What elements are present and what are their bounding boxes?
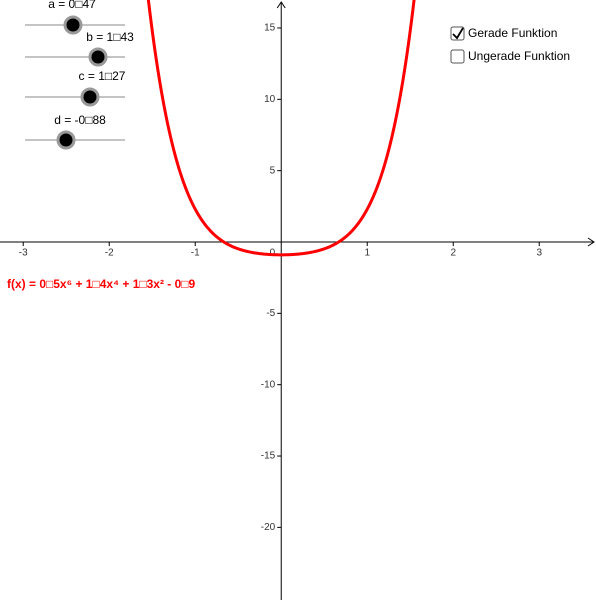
- checkbox[interactable]: [450, 49, 465, 64]
- x-tick-label: 2: [450, 248, 456, 259]
- checkboxes: Gerade Funktion Ungerade Funktion: [450, 26, 570, 64]
- y-tick-label: -10: [261, 379, 276, 390]
- x-tick-label: -3: [19, 248, 28, 259]
- y-tick-label: -20: [261, 522, 276, 533]
- y-tick-label: -15: [261, 451, 276, 462]
- checkbox-label[interactable]: Gerade Funktion: [468, 26, 557, 40]
- sliders: a = 0□47 b = 1□43 c = 1□27 d = -0□88: [25, 0, 134, 150]
- function-curve: [146, 0, 416, 257]
- slider-label: a = 0□47: [48, 0, 96, 11]
- y-tick-label: 10: [264, 94, 276, 105]
- x-axis-arrow: [587, 237, 595, 247]
- origin-label: 0: [270, 248, 276, 259]
- slider-knob[interactable]: [56, 130, 76, 150]
- y-tick-label: 5: [270, 165, 276, 176]
- slider-knob[interactable]: [88, 47, 108, 67]
- slider-label: d = -0□88: [54, 113, 106, 127]
- slider-knob[interactable]: [63, 15, 83, 35]
- checkmark: [452, 27, 464, 40]
- checkbox-label[interactable]: Ungerade Funktion: [468, 49, 570, 63]
- y-tick-label: -5: [266, 308, 275, 319]
- y-tick-label: 15: [264, 23, 276, 34]
- x-tick-label: 1: [364, 248, 370, 259]
- function-label: f(x) = 0□5x⁶ + 1□4x⁴ + 1□3x² - 0□9: [7, 277, 196, 291]
- x-tick-label: -2: [105, 248, 114, 259]
- x-tick-label: -1: [191, 248, 200, 259]
- y-axis-arrow: [276, 1, 286, 9]
- slider-knob[interactable]: [80, 87, 100, 107]
- slider-label: c = 1□27: [79, 69, 126, 83]
- slider-label: b = 1□43: [86, 30, 134, 44]
- x-tick-label: 3: [536, 248, 542, 259]
